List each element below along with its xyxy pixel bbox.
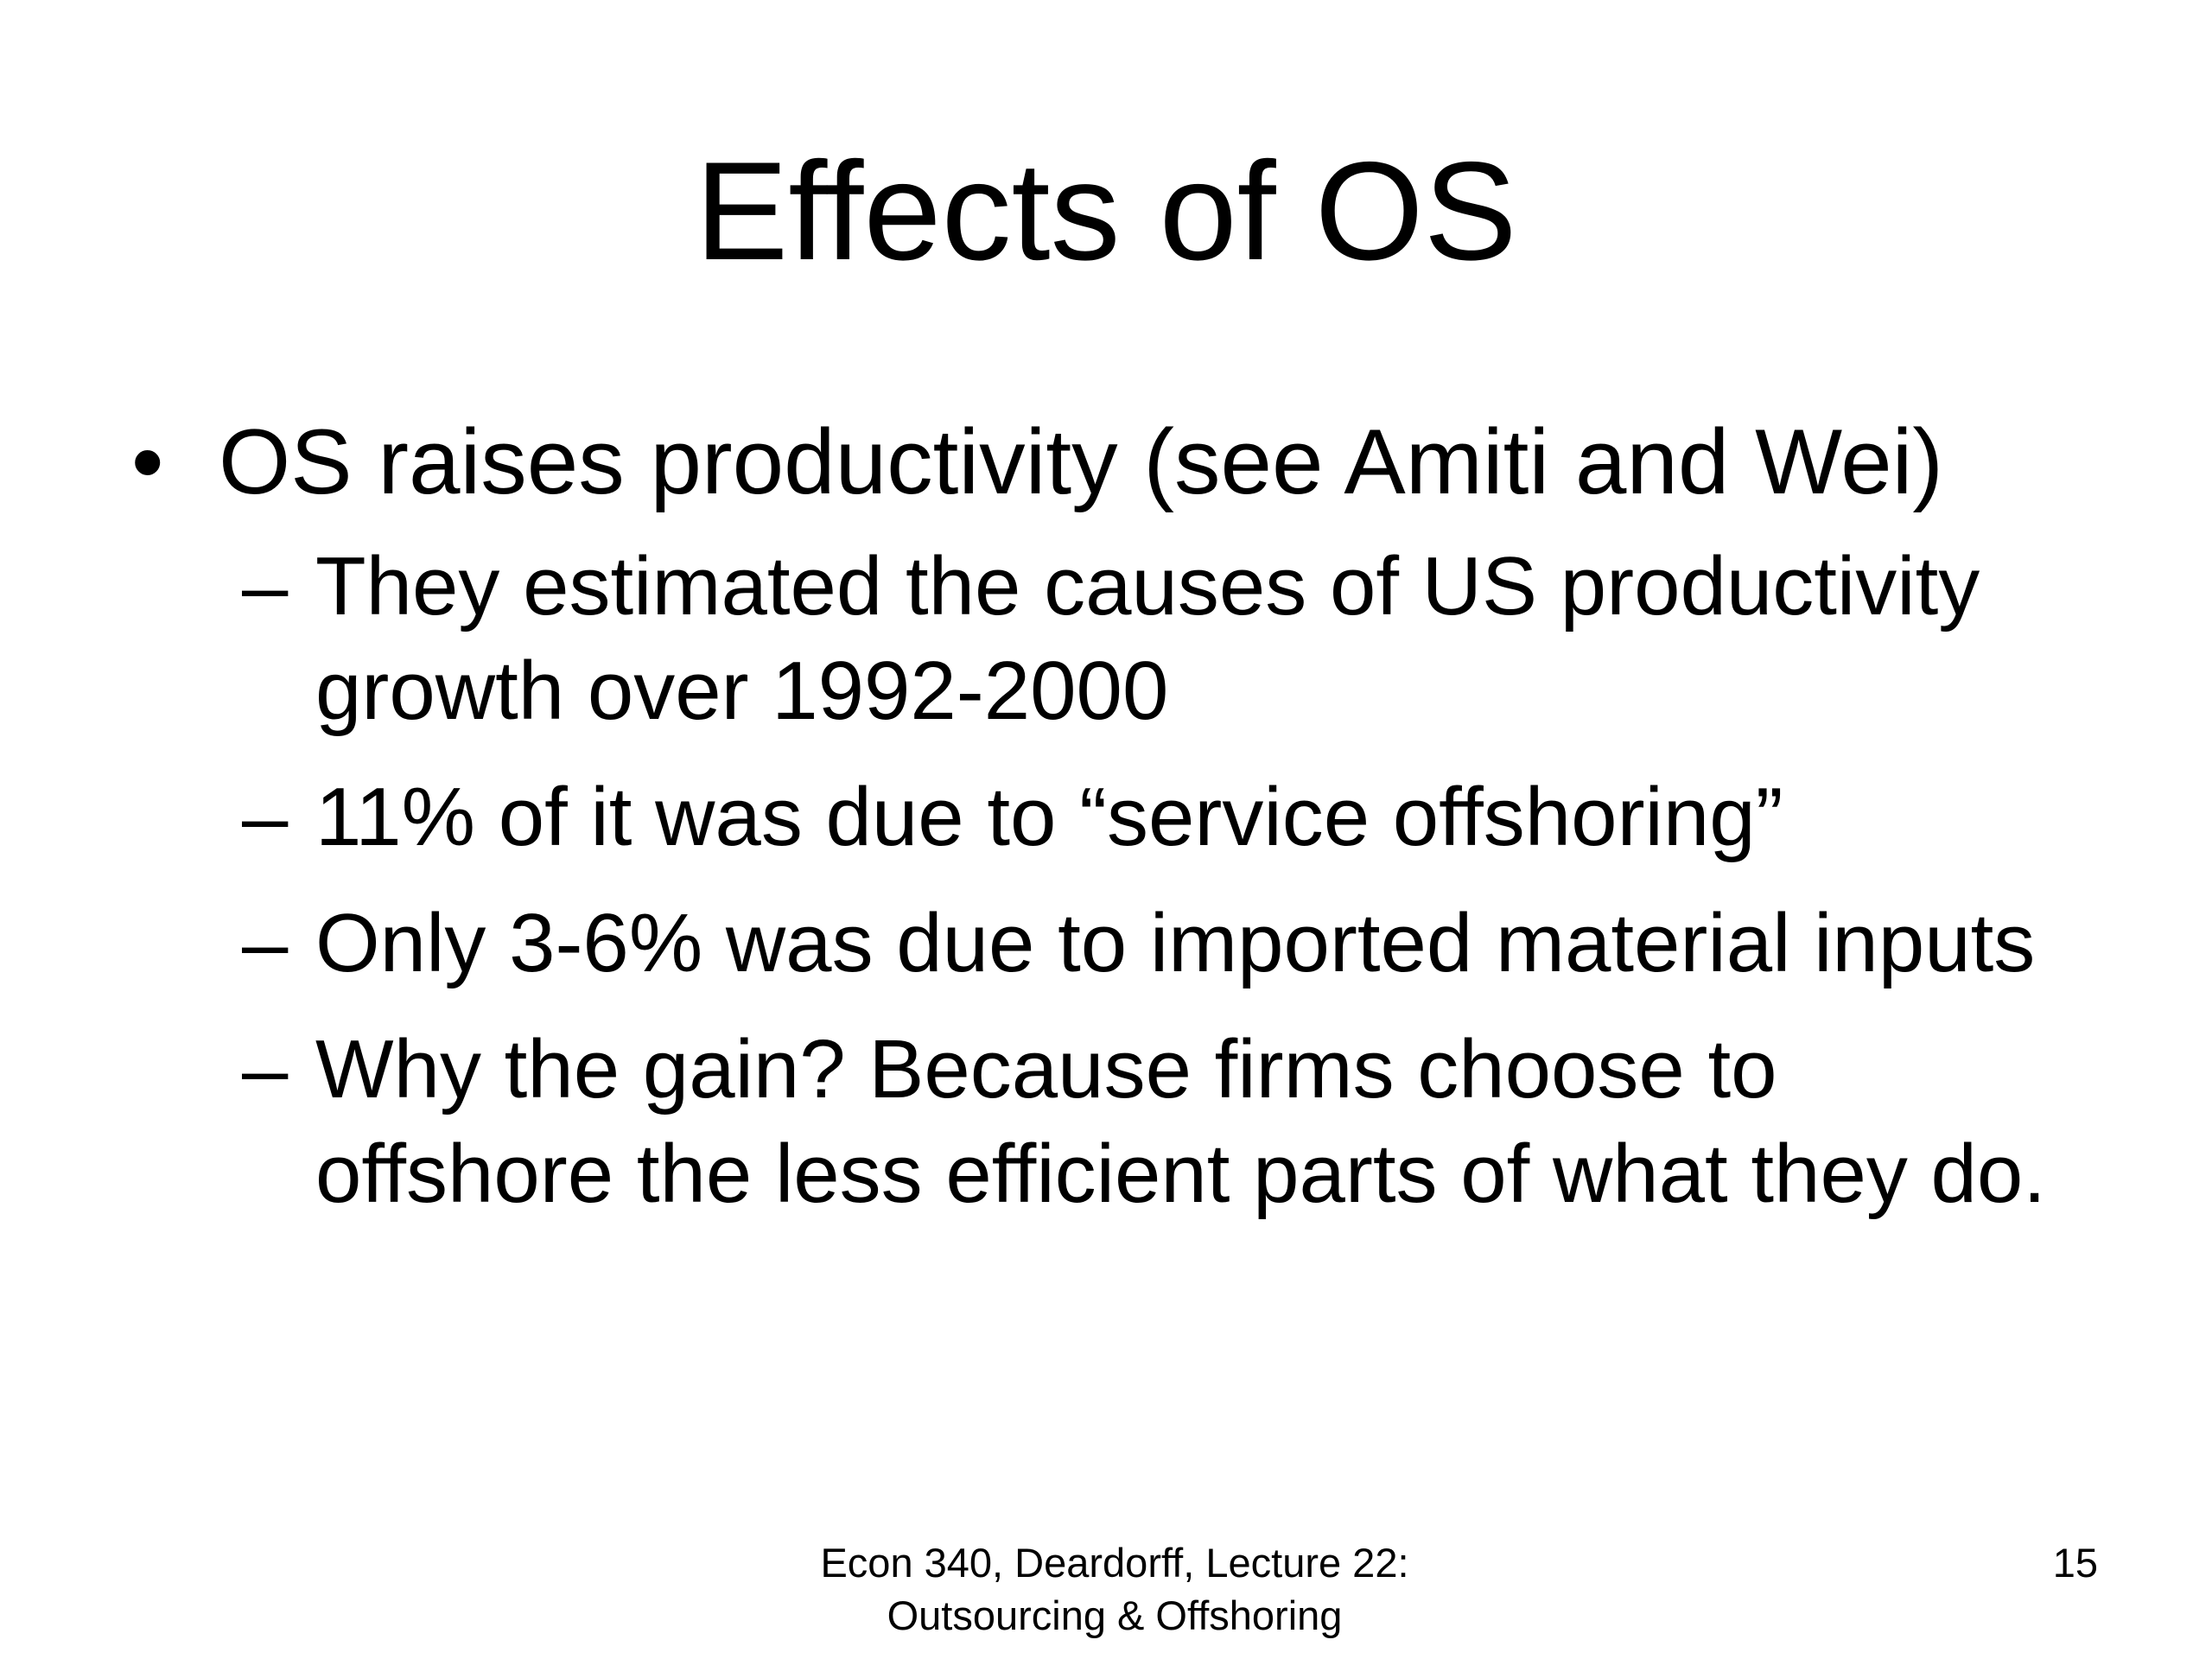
sub-bullet-marker: – [242,540,289,632]
slide-page-number: 15 [2052,1540,2098,1586]
sub-bullet-item: – Only 3-6% was due to imported material… [0,891,2095,995]
footer-course-info: Econ 340, Deardorff, Lecture 22: Outsour… [820,1540,1409,1638]
bullet-marker: • [131,410,164,513]
sub-bullet-item: – They estimated the causes of US produc… [0,534,2095,743]
bullet-item: • OS raises productivity (see Amiti and … [0,406,2212,517]
sub-bullet-list: – They estimated the causes of US produc… [0,534,2212,1226]
bullet-text: OS raises productivity (see Amiti and We… [219,410,1944,513]
sub-bullet-marker: – [242,1023,289,1116]
slide-title: Effects of OS [695,133,1517,289]
sub-bullet-item: – Why the gain? Because firms choose to … [0,1017,2095,1226]
sub-bullet-text: Why the gain? Because firms choose to of… [315,1023,2046,1220]
sub-bullet-text: Only 3-6% was due to imported material i… [315,897,2036,989]
sub-bullet-marker: – [242,897,289,989]
sub-bullet-text: 11% of it was due to “service offshoring… [315,771,1783,863]
sub-bullet-item: – 11% of it was due to “service offshori… [0,765,2095,869]
sub-bullet-marker: – [242,771,289,863]
slide-body: • OS raises productivity (see Amiti and … [0,406,2212,1248]
sub-bullet-text: They estimated the causes of US producti… [315,540,1980,737]
